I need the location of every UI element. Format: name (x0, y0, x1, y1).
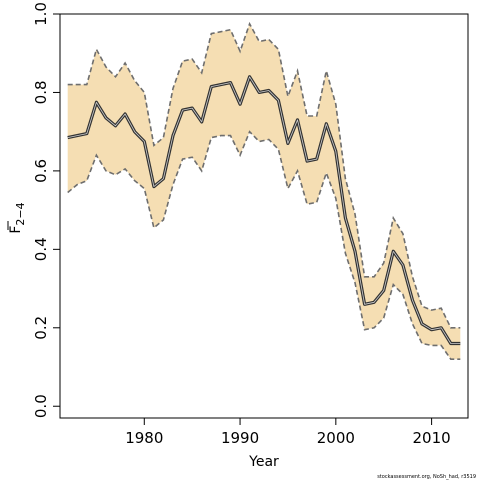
svg-text:F2−4: F2−4 (8, 202, 27, 233)
y-tick-label: 1.0 (32, 2, 50, 26)
y-axis-title-subscript: 2−4 (14, 202, 27, 225)
upper-bound-line (67, 21, 461, 329)
plot-frame (59, 13, 469, 419)
y-axis-title: F2−4 (7, 202, 27, 234)
y-tick-label: 0.4 (32, 237, 50, 261)
y-tick-label: 0.2 (32, 316, 50, 340)
x-tick-label: 1980 (125, 429, 163, 447)
y-tick-label: 0.0 (32, 394, 50, 418)
y-axis: 0.0 0.2 0.4 0.6 0.8 1.0 (32, 2, 60, 418)
lower-bound-line (67, 130, 461, 361)
estimate-line-inner (67, 76, 461, 344)
y-tick-label: 0.8 (32, 80, 50, 104)
y-axis-title-main: F (8, 226, 24, 234)
estimate-line-layer (67, 75, 461, 346)
x-tick-label: 2010 (413, 429, 451, 447)
x-axis: 1980 1990 2000 2010 (125, 418, 451, 447)
confidence-band-layer (67, 21, 461, 361)
confidence-band (67, 23, 461, 360)
y-tick-label: 0.6 (32, 159, 50, 183)
footnote: stockassessment.org, NoSh_had, r3519 (377, 474, 476, 480)
x-axis-title: Year (248, 454, 279, 470)
x-tick-label: 1990 (221, 429, 259, 447)
x-tick-label: 2000 (317, 429, 355, 447)
